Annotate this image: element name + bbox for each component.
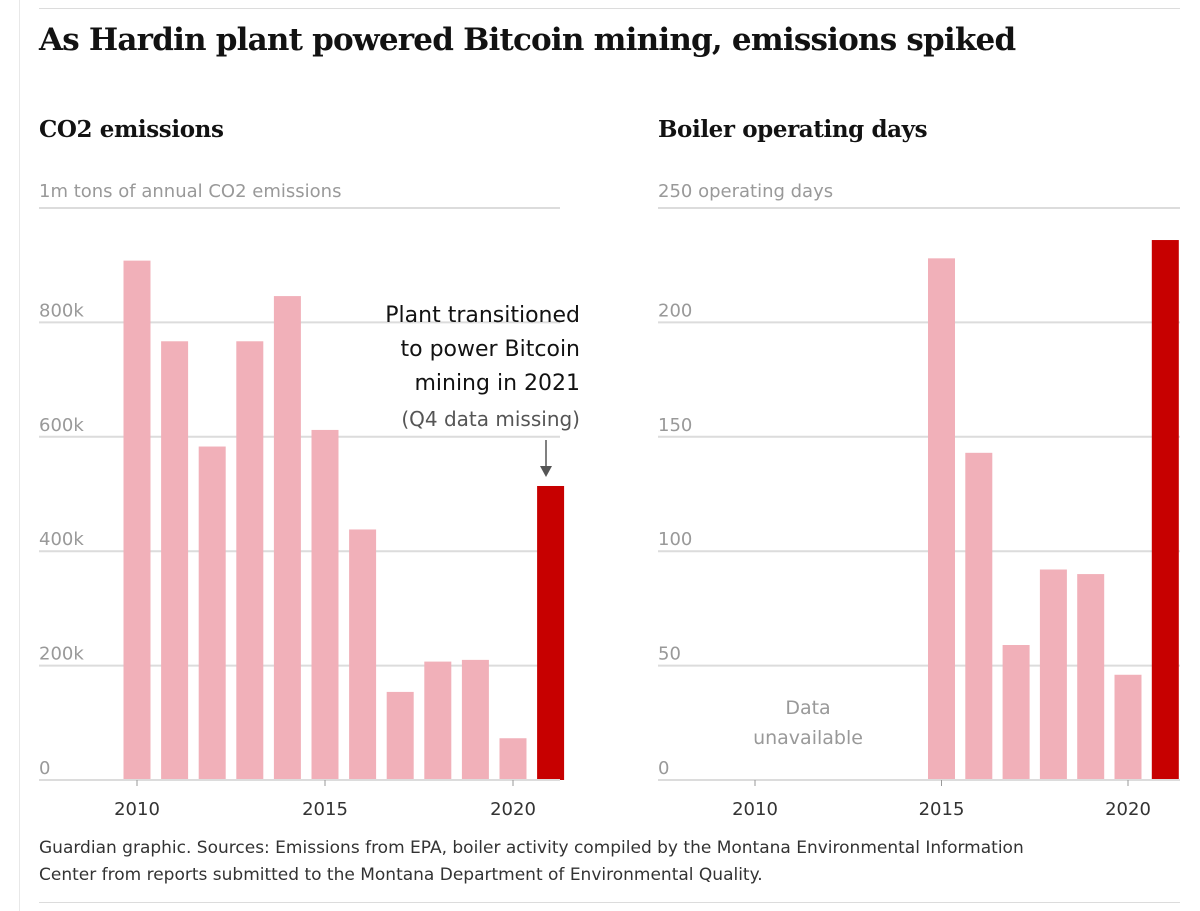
co2-xtick-label: 2020 bbox=[490, 799, 536, 820]
co2-bar-2019 bbox=[461, 659, 489, 780]
co2-bar-2011 bbox=[161, 341, 189, 780]
boiler-bar-2021 bbox=[1151, 240, 1179, 781]
co2-xtick-label: 2015 bbox=[302, 799, 348, 820]
co2-bar-2012 bbox=[198, 446, 226, 780]
boiler-subtitle: 250 operating days bbox=[658, 181, 833, 202]
co2-bar-2021 bbox=[537, 485, 565, 780]
boiler-bar-2017 bbox=[1002, 645, 1030, 780]
boiler-bar-2019 bbox=[1077, 574, 1105, 780]
boiler-annotation-line: unavailable bbox=[753, 727, 863, 749]
chart-title-co2: CO2 emissions bbox=[39, 116, 224, 143]
co2-annotation-line: mining in 2021 bbox=[414, 371, 580, 396]
co2-ytick-label: 200k bbox=[39, 644, 84, 665]
boiler-bar-2020 bbox=[1114, 674, 1142, 780]
co2-annotation-line: Plant transitioned bbox=[385, 303, 580, 328]
boiler-ytick-label: 150 bbox=[658, 415, 692, 436]
source-line-2: Center from reports submitted to the Mon… bbox=[39, 865, 763, 885]
co2-annotation-line: to power Bitcoin bbox=[400, 337, 580, 362]
boiler-bar-2015 bbox=[928, 258, 955, 780]
bottom-divider bbox=[39, 902, 1180, 903]
boiler-xtick-label: 2015 bbox=[919, 799, 965, 820]
source-note: Guardian graphic. Sources: Emissions fro… bbox=[39, 835, 1189, 889]
boiler-ytick-label: 0 bbox=[658, 758, 669, 779]
co2-ytick-label: 800k bbox=[39, 300, 84, 321]
boiler-bar-2016 bbox=[965, 452, 993, 780]
chart-title-boiler: Boiler operating days bbox=[658, 116, 928, 143]
co2-bar-2015 bbox=[311, 429, 339, 780]
source-line-1: Guardian graphic. Sources: Emissions fro… bbox=[39, 838, 1024, 858]
co2-bar-2018 bbox=[424, 661, 452, 780]
headline: As Hardin plant powered Bitcoin mining, … bbox=[39, 22, 1016, 58]
boiler-bar-2018 bbox=[1039, 569, 1067, 780]
boiler-annotation-line: Data bbox=[785, 697, 830, 719]
boiler-xtick-label: 2010 bbox=[732, 799, 778, 820]
co2-ytick-label: 0 bbox=[39, 758, 50, 779]
co2-ytick-label: 400k bbox=[39, 529, 84, 550]
boiler-days-chart: 250 operating days 0 50 100 150 200 2010 2015 20… bbox=[658, 181, 1180, 820]
boiler-ytick-label: 100 bbox=[658, 529, 692, 550]
co2-ytick-label: 600k bbox=[39, 415, 84, 436]
co2-bar-2016 bbox=[349, 529, 377, 780]
co2-bar-2010 bbox=[123, 260, 151, 780]
co2-bar-2014 bbox=[273, 296, 301, 780]
boiler-ytick-label: 50 bbox=[658, 644, 681, 665]
co2-annotation-note: (Q4 data missing) bbox=[401, 407, 580, 431]
co2-bar-2013 bbox=[236, 341, 264, 780]
co2-subtitle: 1m tons of annual CO2 emissions bbox=[39, 181, 341, 202]
co2-bar-2020 bbox=[499, 738, 527, 780]
co2-annotation-arrow-head bbox=[540, 466, 552, 477]
co2-xtick-label: 2010 bbox=[114, 799, 160, 820]
boiler-ytick-label: 200 bbox=[658, 300, 692, 321]
co2-emissions-chart: 1m tons of annual CO2 emissions 0 200k 400k… bbox=[39, 181, 580, 820]
boiler-xtick-label: 2020 bbox=[1105, 799, 1151, 820]
co2-bar-2017 bbox=[386, 691, 414, 780]
top-divider bbox=[39, 8, 1180, 9]
left-rule bbox=[19, 0, 20, 911]
